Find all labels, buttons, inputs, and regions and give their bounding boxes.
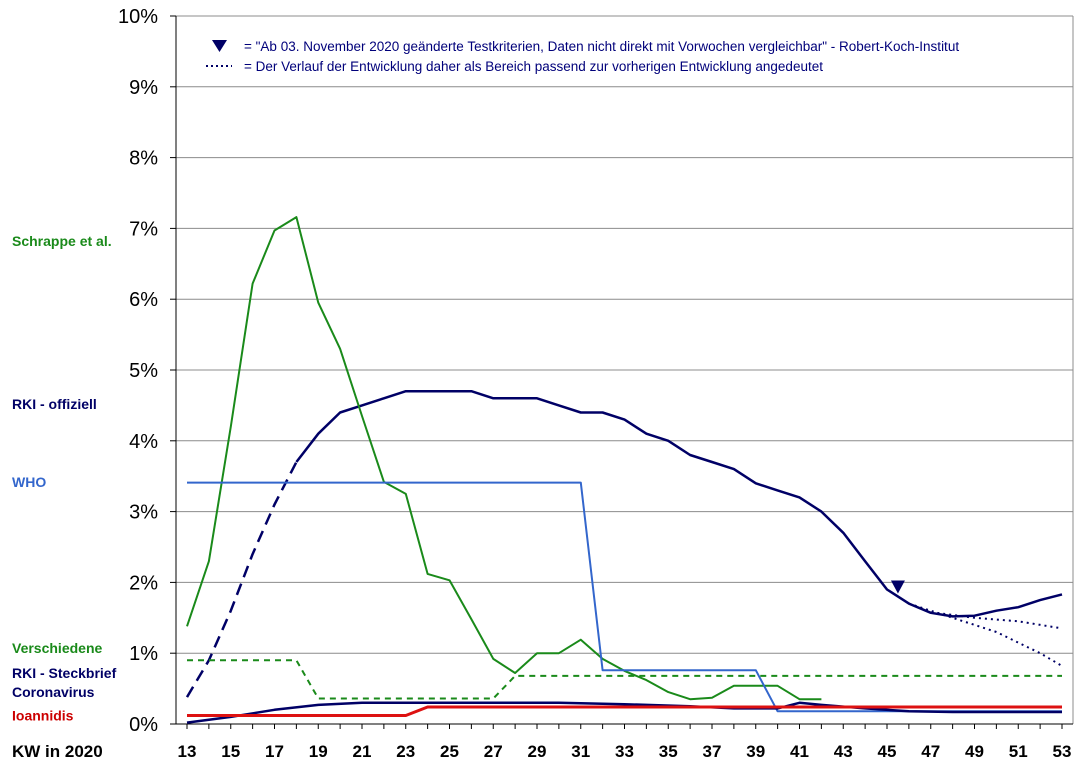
y-axis: 0% 1% 2% 3% 4% 5% 6% 7% 8% 9% 10% <box>118 6 176 736</box>
x-tick-label: 37 <box>703 742 722 761</box>
x-tick-label: 15 <box>221 742 240 761</box>
x-tick-label: 23 <box>396 742 415 761</box>
series-label: Ioannidis <box>12 707 74 723</box>
y-tick-label: 4% <box>129 431 158 453</box>
series-line-ioannidis <box>187 705 1062 717</box>
x-tick-label: 49 <box>965 742 984 761</box>
series-line-verschiedene <box>187 659 1062 700</box>
y-tick-label: 7% <box>129 218 158 240</box>
y-tick-label: 1% <box>129 643 158 665</box>
series-label: Verschiedene <box>12 640 102 656</box>
series-label: Coronavirus <box>12 684 95 700</box>
x-tick-label: 51 <box>1009 742 1028 761</box>
chart-annotations: = "Ab 03. November 2020 geänderte Testkr… <box>206 39 959 594</box>
annotation-text: = "Ab 03. November 2020 geänderte Testkr… <box>244 39 959 54</box>
x-tick-label: 53 <box>1053 742 1072 761</box>
series-line-rki_dotted_lower <box>908 602 1063 667</box>
series-label: Schrappe et al. <box>12 233 112 249</box>
series-line-who <box>187 481 1062 713</box>
x-tick-label: 39 <box>746 742 765 761</box>
series-labels: Schrappe et al. RKI - offiziell WHO Verschi… <box>12 233 117 723</box>
series-label: WHO <box>12 474 46 490</box>
y-tick-label: 8% <box>129 148 158 170</box>
annotation-triangle-icon <box>212 40 227 52</box>
y-tick-label: 5% <box>129 360 158 382</box>
x-tick-label: 41 <box>790 742 809 761</box>
y-tick-label: 3% <box>129 502 158 524</box>
x-tick-label: 35 <box>659 742 678 761</box>
x-tick-label: 45 <box>878 742 897 761</box>
chart-series <box>185 216 1063 724</box>
x-tick-label: 27 <box>484 742 503 761</box>
series-label: RKI - Steckbrief <box>12 665 117 681</box>
x-tick-label: 21 <box>353 742 372 761</box>
y-tick-label: 0% <box>129 714 158 736</box>
marker-triangle <box>890 580 905 594</box>
annotation-text: = Der Verlauf der Entwicklung daher als … <box>244 59 823 74</box>
x-tick-label: 33 <box>615 742 634 761</box>
x-tick-label: 29 <box>528 742 547 761</box>
x-tick-label: 19 <box>309 742 328 761</box>
x-tick-label: 47 <box>921 742 940 761</box>
series-line-rki_dashed <box>185 461 298 698</box>
y-tick-label: 2% <box>129 572 158 594</box>
series-line-rki_dotted_upper <box>908 602 1063 630</box>
x-tick-label: 31 <box>571 742 590 761</box>
y-tick-label: 9% <box>129 77 158 99</box>
y-tick-label: 10% <box>118 6 158 28</box>
series-line-schrappe <box>186 216 822 701</box>
x-axis-label: KW in 2020 <box>12 742 103 761</box>
x-axis: 13 15 17 19 21 23 25 27 29 31 33 35 37 39 41 43 45 47 49 51… <box>178 724 1072 761</box>
series-line-rki_main <box>295 389 1063 618</box>
x-tick-label: 17 <box>265 742 284 761</box>
chart-gridlines <box>175 15 1074 725</box>
x-tick-label: 25 <box>440 742 459 761</box>
x-tick-label: 13 <box>178 742 197 761</box>
y-tick-label: 6% <box>129 289 158 311</box>
series-label: RKI - offiziell <box>12 396 97 412</box>
x-tick-label: 43 <box>834 742 853 761</box>
